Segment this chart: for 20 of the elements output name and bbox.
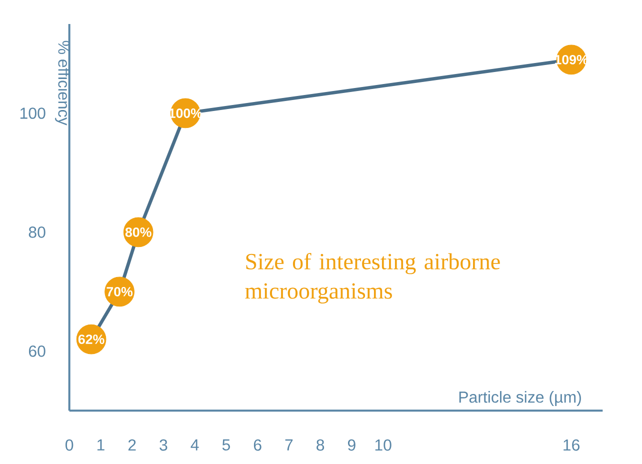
x-tick-label: 16 (564, 439, 580, 451)
y-tick-label: 80 (28, 226, 46, 238)
x-tick-label: 7 (285, 439, 293, 450)
data-label: 80% (125, 227, 152, 237)
annotation: Size of interesting airborne microorganisms (245, 252, 500, 304)
x-tick-label: 0 (66, 439, 74, 451)
x-axis-title: Particle size (µm) (459, 391, 581, 406)
x-tick-label: 3 (160, 439, 168, 451)
x-tick-label: 10 (375, 439, 392, 451)
data-label: 62% (78, 334, 104, 344)
y-tick-label: 60 (28, 346, 46, 357)
y-tick-label: 100 (20, 108, 46, 119)
x-tick-label: 6 (254, 439, 262, 451)
data-label: 70% (106, 286, 133, 296)
x-tick-label: 5 (222, 439, 230, 451)
x-tick-label: 8 (316, 439, 324, 451)
x-tick-label: 9 (348, 439, 356, 451)
x-tick-label: 4 (190, 439, 199, 450)
x-tick-label: 2 (128, 439, 136, 451)
x-tick-label: 1 (97, 439, 104, 450)
